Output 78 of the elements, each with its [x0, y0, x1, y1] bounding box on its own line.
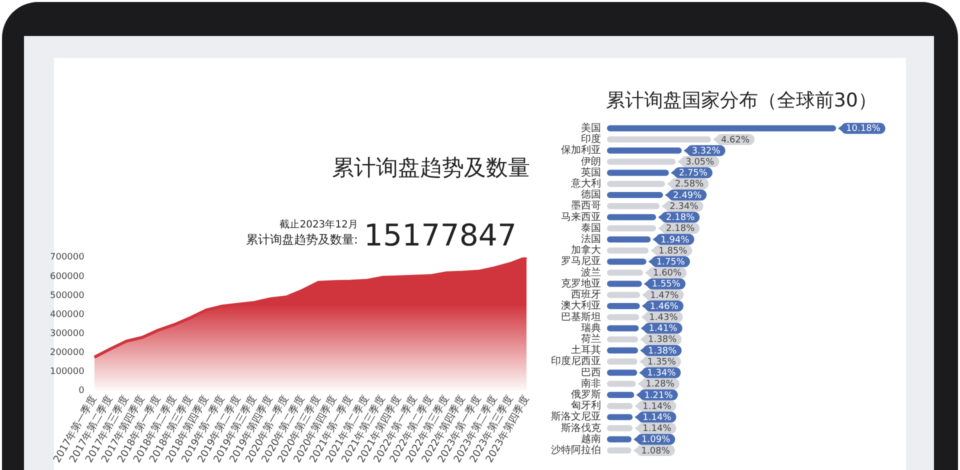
- y-tick-label: 巴基斯坦: [561, 310, 601, 323]
- y-tick-label: 瑞典: [581, 322, 601, 334]
- data-label: 3.05%: [686, 158, 715, 168]
- data-label: 2.18%: [666, 213, 696, 224]
- bar: [607, 380, 636, 387]
- y-tick-label: 100000: [50, 366, 85, 377]
- y-tick-label: 俄罗斯: [571, 388, 601, 401]
- data-label: 4.62%: [720, 135, 750, 146]
- data-label: 10.18%: [846, 124, 881, 134]
- y-tick-label: 保加利亚: [561, 144, 601, 156]
- y-tick-label: 沙特阿拉伯: [551, 444, 601, 456]
- y-tick-label: 700000: [50, 252, 85, 263]
- y-tick-label: 斯洛伐克: [561, 422, 601, 434]
- data-label: 1.43%: [649, 313, 678, 324]
- y-tick-label: 澳大利亚: [561, 300, 601, 312]
- y-tick-label: 0: [78, 386, 85, 396]
- data-label: 2.58%: [675, 180, 704, 190]
- text: 累计询盘趋势及数量:: [246, 232, 358, 246]
- y-tick-label: 印度: [581, 133, 601, 146]
- y-tick-label: 荷兰: [581, 332, 601, 345]
- y-tick-label: 越南: [581, 432, 601, 445]
- bar: [607, 136, 711, 143]
- y-tick-label: 美国: [581, 122, 601, 134]
- data-label: 1.41%: [648, 324, 678, 334]
- bar: [607, 358, 638, 365]
- text: 截止2023年12月: [280, 218, 358, 230]
- y-tick-label: 土耳其: [571, 344, 601, 356]
- y-tick-label: 400000: [50, 310, 85, 320]
- y-tick-label: 300000: [50, 328, 85, 339]
- chart-title: 累计询盘趋势及数量: [332, 156, 530, 181]
- y-tick-label: 斯洛文尼亚: [551, 410, 601, 423]
- data-label: 1.94%: [660, 235, 690, 246]
- data-label: 1.28%: [646, 380, 675, 390]
- data-label: 1.21%: [644, 390, 674, 401]
- data-label: 2.49%: [673, 190, 702, 201]
- data-label: 1.55%: [652, 280, 681, 290]
- y-tick-label: 西班牙: [571, 288, 601, 301]
- data-label: 1.38%: [648, 335, 678, 346]
- y-tick-label: 泰国: [581, 222, 601, 234]
- bar: [607, 447, 632, 454]
- y-tick-label: 南非: [581, 377, 601, 390]
- text: 15177847: [364, 218, 517, 254]
- y-tick-label: 加拿大: [571, 244, 601, 256]
- data-label: 3.32%: [692, 146, 721, 156]
- y-tick-label: 波兰: [581, 266, 601, 278]
- data-label: 1.14%: [642, 412, 672, 423]
- y-tick-label: 500000: [50, 290, 85, 301]
- data-label: 1.85%: [658, 246, 688, 256]
- data-label: 1.14%: [642, 402, 672, 412]
- y-tick-label: 200000: [50, 348, 85, 358]
- y-tick-label: 德国: [581, 190, 601, 201]
- data-label: 2.18%: [666, 224, 696, 234]
- y-tick-label: 马来西亚: [561, 210, 601, 223]
- y-tick-label: 克罗地亚: [561, 277, 601, 290]
- data-label: 1.46%: [650, 302, 679, 312]
- y-tick-label: 巴西: [581, 367, 601, 378]
- data-label: 1.08%: [641, 446, 670, 456]
- data-label: 1.47%: [650, 290, 680, 301]
- data-label: 1.75%: [656, 257, 686, 268]
- y-tick-label: 罗马尼亚: [561, 256, 601, 268]
- y-tick-label: 伊朗: [581, 155, 601, 168]
- data-label: 1.14%: [642, 424, 672, 434]
- y-tick-label: 英国: [581, 166, 601, 178]
- data-label: 1.09%: [642, 435, 671, 446]
- y-tick-label: 意大利: [570, 177, 601, 190]
- data-label: 2.75%: [678, 168, 708, 179]
- chart-title: 累计询盘国家分布（全球前30）: [606, 89, 877, 112]
- data-label: 1.34%: [647, 368, 676, 379]
- data-label: 2.34%: [670, 202, 699, 212]
- y-tick-label: 匈牙利: [571, 400, 601, 412]
- y-tick-label: 印度尼西亚: [551, 355, 601, 368]
- y-tick-label: 墨西哥: [571, 200, 601, 212]
- data-label: 1.38%: [648, 346, 678, 356]
- data-label: 1.35%: [647, 357, 676, 368]
- data-label: 1.60%: [653, 268, 682, 279]
- y-tick-label: 600000: [50, 272, 85, 282]
- bar: [607, 270, 643, 276]
- y-tick-label: 法国: [581, 233, 601, 246]
